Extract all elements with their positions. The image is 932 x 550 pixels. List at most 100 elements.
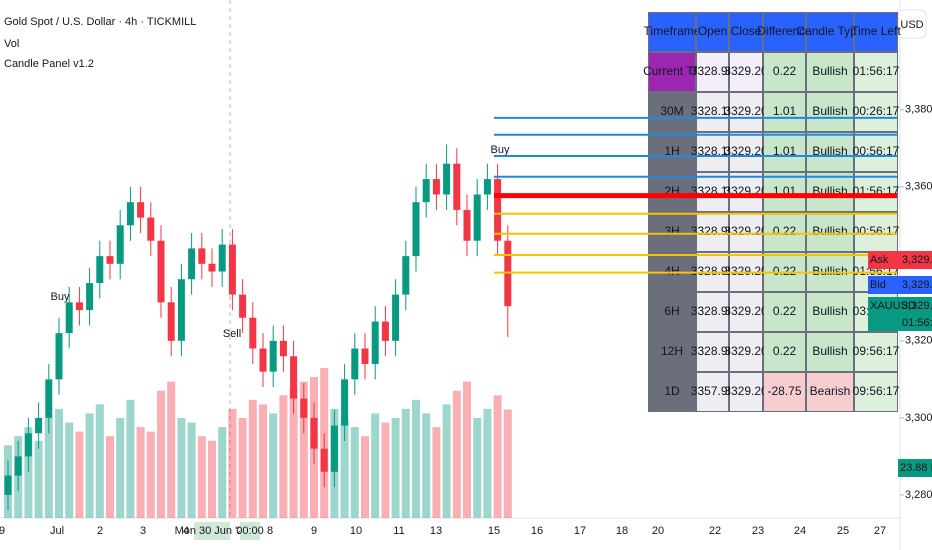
table-cell — [807, 333, 853, 371]
table-cell — [649, 213, 695, 251]
candle-body — [392, 294, 400, 341]
cell-text: 3329.20 — [724, 304, 768, 318]
candle-body — [269, 340, 277, 372]
table-cell — [649, 93, 695, 131]
candle-body — [157, 240, 165, 303]
cell-text: Bullish — [812, 264, 847, 278]
table-cell — [730, 133, 762, 171]
currency-label[interactable]: USD — [900, 19, 923, 31]
cell-text: 3328.19 — [691, 144, 735, 158]
candle-body — [239, 294, 247, 318]
table-cell — [764, 93, 805, 131]
x-tick-label: 16 — [531, 525, 543, 537]
cell-text: 3H — [664, 224, 679, 238]
volume-bar — [361, 436, 369, 518]
candle-body — [412, 202, 420, 257]
table-cell — [807, 93, 853, 131]
header-text: Difference — [757, 24, 812, 38]
tag-name: XAUUSD — [870, 300, 916, 312]
candle-body — [126, 202, 134, 226]
volume-bar — [44, 418, 53, 518]
tag-name: Ask — [870, 254, 889, 266]
cell-text: 09:56:17 — [853, 384, 900, 398]
table-cell — [730, 293, 762, 331]
x-tick-label: 15 — [488, 525, 500, 537]
candle-body — [259, 348, 267, 372]
cell-text: 0.22 — [773, 344, 797, 358]
table-cell — [764, 133, 805, 171]
candle-body — [310, 417, 318, 449]
candle-body — [188, 248, 196, 280]
x-tick-label: 27 — [874, 525, 886, 537]
volume-bar — [95, 404, 104, 518]
table-cell — [649, 173, 695, 211]
indicator-label: Vol — [4, 38, 19, 50]
volume-bar — [136, 427, 145, 518]
table-cell — [697, 373, 728, 411]
table-cell — [730, 373, 762, 411]
table-cell — [730, 213, 762, 251]
candle-body — [167, 302, 175, 341]
x-label-highlight — [194, 522, 230, 540]
x-tick-label: 25 — [837, 525, 849, 537]
x-tick-label: 17 — [574, 525, 586, 537]
x-label-highlight — [240, 522, 260, 540]
header-cell — [697, 13, 728, 51]
table-cell — [764, 293, 805, 331]
volume-bar — [146, 431, 155, 518]
candle-body — [494, 179, 502, 241]
table-cell — [807, 173, 853, 211]
table-cell — [807, 213, 853, 251]
table-cell — [807, 133, 853, 171]
x-tick-label: 11 — [393, 525, 404, 537]
signal-label: Sell — [223, 328, 241, 340]
table-cell — [764, 213, 805, 251]
volume-bar — [422, 413, 431, 518]
volume-bar — [75, 431, 84, 518]
cell-text: 1H — [664, 144, 679, 158]
x-tick-label: 22 — [709, 525, 721, 537]
table-cell — [764, 373, 805, 411]
cell-text: 1.01 — [773, 144, 797, 158]
x-tick-label: 9 — [311, 525, 317, 537]
cell-text: 12H — [661, 344, 683, 358]
cell-text: 30M — [660, 104, 683, 118]
x-tick-label: 9 — [0, 525, 5, 537]
y-tick-label: 3,300.00 — [905, 412, 932, 424]
candle-body — [4, 475, 12, 495]
volume-bar — [493, 395, 502, 518]
cell-text: 3328.98 — [691, 344, 735, 358]
candle-body — [75, 302, 83, 311]
table-cell — [649, 373, 695, 411]
cell-text: Bullish — [812, 64, 847, 78]
cell-text: 0.22 — [773, 224, 797, 238]
cell-text: 3329.20 — [724, 224, 768, 238]
volume-bar — [401, 408, 410, 518]
table-cell — [697, 133, 728, 171]
table-cell — [697, 53, 728, 91]
volume-bar — [55, 408, 63, 518]
candle-body — [330, 425, 338, 472]
price-tag — [868, 297, 932, 331]
volume-bar — [116, 418, 125, 518]
tag-name: Bid — [870, 279, 886, 291]
price-tag — [868, 276, 932, 294]
x-tick-label: 13 — [430, 525, 442, 537]
y-tick-label: 3,380.00 — [905, 104, 932, 116]
volume-bar — [228, 408, 237, 518]
header-text: Time Left — [851, 24, 901, 38]
header-cell — [855, 13, 897, 51]
volume-bar — [34, 440, 43, 518]
signal-label: Buy — [491, 144, 510, 156]
candle-body — [279, 340, 287, 357]
table-cell — [764, 53, 805, 91]
cell-text: 00:56:17 — [853, 224, 900, 238]
tag-price: 3,329.18 — [902, 300, 932, 312]
cell-text: 4H — [664, 264, 679, 278]
table-cell — [855, 53, 897, 91]
header-cell — [649, 13, 695, 51]
cell-text: 09:56:17 — [853, 344, 900, 358]
table-cell — [807, 293, 853, 331]
cell-text: Bullish — [812, 304, 847, 318]
header-text: Close — [731, 24, 762, 38]
